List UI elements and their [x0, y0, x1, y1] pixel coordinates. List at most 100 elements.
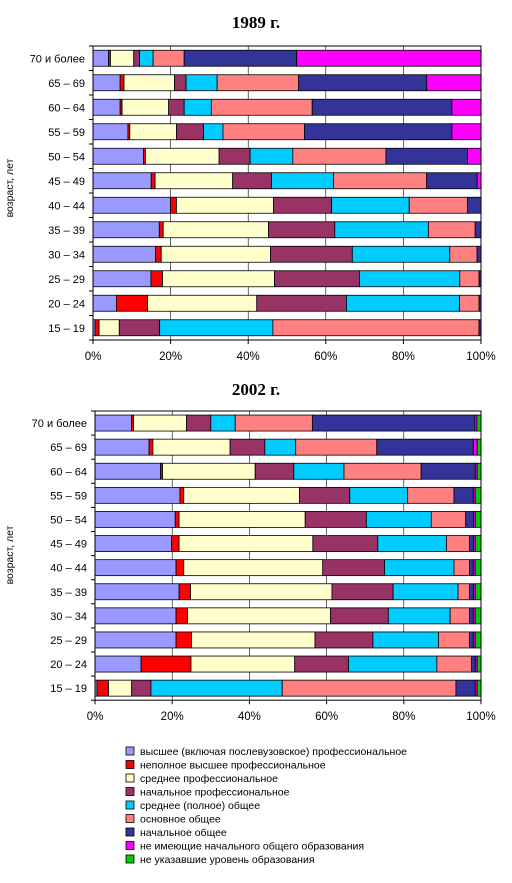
bar-segment — [469, 607, 474, 625]
bar-segment — [427, 221, 476, 239]
category-label: 25 – 29 — [48, 274, 85, 286]
bar-segment — [272, 319, 480, 337]
bar-segment — [92, 294, 117, 312]
bar-segment — [118, 319, 161, 337]
bar-segment — [304, 123, 453, 141]
bar-segment — [203, 123, 224, 141]
plot-area — [94, 410, 482, 701]
bar-segment — [446, 535, 470, 552]
bar-segment — [178, 511, 306, 528]
bar-segment — [119, 74, 125, 92]
bar-segment — [159, 319, 274, 337]
bar-segment — [115, 294, 148, 312]
category-label: 25 – 29 — [50, 635, 87, 647]
bar-segment — [365, 511, 432, 528]
bar-segment — [298, 74, 428, 92]
bar-segment — [459, 294, 480, 312]
bar-segment — [295, 438, 378, 456]
legend-swatch — [125, 814, 135, 823]
bar-segment — [148, 438, 154, 456]
bar-segment — [474, 221, 482, 239]
bar-segment — [268, 221, 336, 239]
bar-segment — [273, 196, 333, 214]
bar-segment — [178, 535, 314, 552]
bar-segment — [254, 462, 295, 480]
bar-segment — [438, 631, 470, 649]
bar-segment — [140, 655, 192, 673]
legend-swatch — [125, 787, 135, 796]
bar-segment — [474, 607, 482, 625]
bar-segment — [108, 679, 133, 697]
bar-segment — [469, 559, 474, 577]
bar-segment — [476, 438, 482, 456]
bar-segment — [376, 438, 474, 456]
legend-swatch — [125, 841, 135, 850]
bar-segment — [94, 486, 181, 504]
category-label: 30 – 34 — [48, 249, 85, 261]
bar-segment — [474, 583, 482, 601]
bar-segment — [474, 486, 482, 504]
bar-segment — [420, 462, 476, 480]
bar-segment — [476, 679, 482, 697]
bar-segment — [94, 319, 100, 337]
x-tick-label: 40% — [238, 711, 261, 723]
chart-1989: 1989 г. возраст, лет 70 и более 65 – 69 60… — [4, 13, 496, 363]
bar-segment — [174, 74, 187, 92]
bar-segment — [331, 583, 394, 601]
bar-segment — [92, 245, 156, 263]
bar-segment — [377, 535, 448, 552]
bar-segment — [183, 486, 300, 504]
y-axis-label: возраст, лет — [4, 158, 16, 217]
bar-segment — [162, 270, 275, 288]
bars — [94, 414, 482, 697]
bar-segment — [474, 559, 482, 577]
bar-segment — [92, 221, 160, 239]
bar-segment — [92, 270, 152, 288]
bar-segment — [174, 511, 180, 528]
bar-segment — [372, 631, 439, 649]
x-tick-label: 60% — [314, 351, 337, 363]
legend-label: не имеющие начального общего образования — [140, 841, 364, 853]
bar-segment — [436, 655, 472, 673]
legend-swatch — [125, 773, 135, 783]
bar-segment — [191, 631, 316, 649]
bar-segment — [144, 147, 220, 165]
bar-segment — [94, 583, 180, 601]
bar-segment — [94, 631, 177, 649]
bar-segment — [92, 123, 129, 141]
category-label: 45 – 49 — [48, 176, 85, 188]
bar-segment — [453, 559, 470, 577]
bar-segment — [343, 462, 422, 480]
bar-segment — [123, 74, 175, 92]
legend-swatch — [125, 800, 135, 810]
bar-segment — [270, 245, 353, 263]
bar-segment — [94, 511, 176, 528]
bar-segment — [175, 631, 192, 649]
legend-swatch — [125, 746, 135, 756]
bar-segment — [351, 245, 451, 263]
bar-segment — [274, 270, 360, 288]
legend-label: не указавшие уровень образования — [140, 854, 315, 866]
bar-segment — [92, 74, 121, 92]
category-label: 40 – 44 — [48, 200, 85, 212]
x-tick-label: 40% — [237, 351, 260, 363]
legend-swatch — [125, 854, 135, 864]
bar-segment — [296, 49, 482, 67]
legend: высшее (включая послевузовское) професси… — [125, 746, 407, 866]
bar-segment — [256, 294, 347, 312]
bar-segment — [216, 74, 300, 92]
category-label: 60 – 64 — [48, 102, 85, 114]
bar-segment — [232, 172, 272, 190]
plot-area — [92, 45, 482, 341]
bar-segment — [152, 49, 185, 67]
bar-segment — [98, 319, 120, 337]
category-label: 35 – 39 — [48, 225, 85, 237]
bar-segment — [293, 462, 345, 480]
category-label: 70 и более — [32, 418, 87, 430]
x-tick-label: 100% — [466, 711, 495, 723]
bar-segment — [176, 123, 204, 141]
bar-segment — [94, 414, 132, 432]
x-tick-label: 0% — [85, 351, 102, 363]
legend-label: среднее (полное) общее — [140, 800, 260, 812]
bar-segment — [121, 98, 170, 116]
